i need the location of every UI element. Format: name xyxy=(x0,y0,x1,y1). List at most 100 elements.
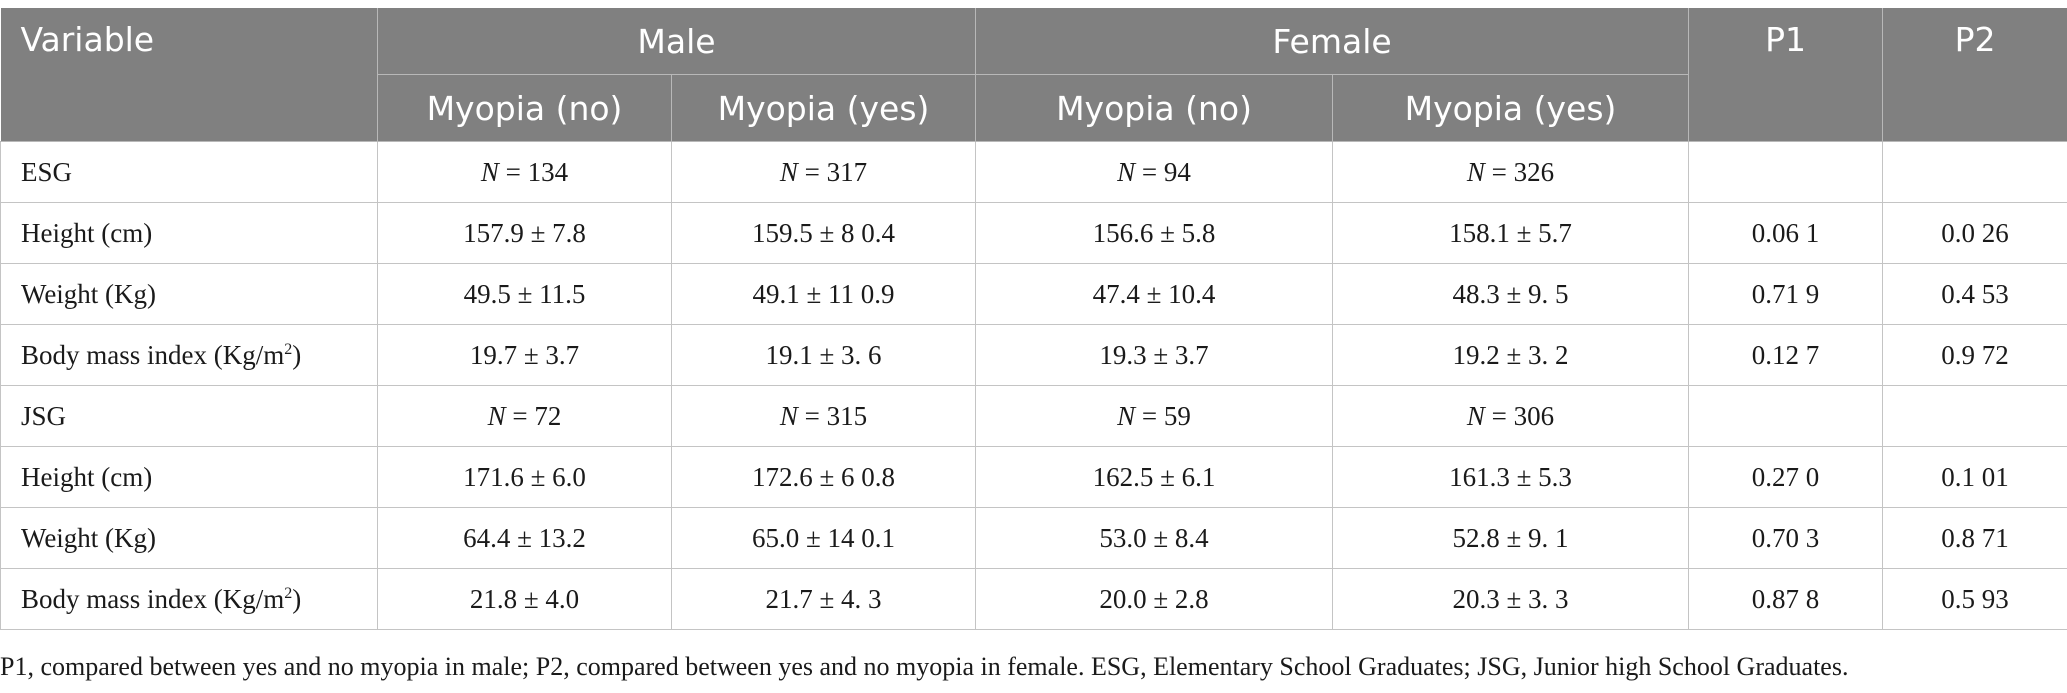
value-cell: 49.5 ± 11.5 xyxy=(377,263,672,325)
p-value-cell: 0.71 9 xyxy=(1688,263,1884,325)
row-label-text: Body mass index (Kg/m xyxy=(21,583,285,614)
row-label: JSG xyxy=(0,385,378,447)
row-label: Weight (Kg) xyxy=(0,263,378,325)
value-cell: 156.6 ± 5.8 xyxy=(975,202,1334,264)
p-value-cell: 0.06 1 xyxy=(1688,202,1884,264)
header-male-myopia-no: Myopia (no) xyxy=(377,74,672,142)
table-row: Weight (Kg) 64.4 ± 13.2 65.0 ± 14 0.1 53.0 … xyxy=(0,507,2067,569)
header-female-myopia-yes: Myopia (yes) xyxy=(1332,74,1690,142)
n-equals: = xyxy=(498,156,528,187)
row-label-text: ESG xyxy=(21,156,73,187)
table-row: Height (cm) 157.9 ± 7.8 159.5 ± 8 0.4 156.6… xyxy=(0,202,2067,264)
row-label-text: Weight (Kg) xyxy=(21,522,157,553)
n-value: 59 xyxy=(1163,400,1191,431)
n-symbol: N xyxy=(1117,156,1136,187)
n-equals: = xyxy=(1135,156,1164,187)
value-cell: 157.9 ± 7.8 xyxy=(377,202,672,264)
header-variable: Variable xyxy=(0,8,378,142)
value-cell: 161.3 ± 5.3 xyxy=(1332,446,1690,508)
value-cell: 19.1 ± 3. 6 xyxy=(670,324,977,386)
row-label: Height (cm) xyxy=(0,202,378,264)
value-cell: 20.0 ± 2.8 xyxy=(975,568,1334,630)
n-value: 317 xyxy=(826,156,868,187)
n-equals: = xyxy=(1484,156,1514,187)
empty-cell xyxy=(1688,385,1884,447)
n-symbol: N xyxy=(487,400,506,431)
sample-size-cell: N = 59 xyxy=(975,385,1334,447)
n-value: 326 xyxy=(1513,156,1555,187)
n-value: 72 xyxy=(534,400,562,431)
table-row: Weight (Kg) 49.5 ± 11.5 49.1 ± 11 0.9 47.4 … xyxy=(0,263,2067,325)
p-value-cell: 0.87 8 xyxy=(1688,568,1884,630)
value-cell: 21.8 ± 4.0 xyxy=(377,568,672,630)
sample-size-cell: N = 326 xyxy=(1332,141,1690,203)
row-label-close: ) xyxy=(292,583,302,614)
data-table-container: Variable Male Female P1 P2 Myopia (no) M… xyxy=(0,8,2067,630)
n-symbol: N xyxy=(1466,156,1485,187)
row-label: ESG xyxy=(0,141,378,203)
p-value-cell: 0.8 71 xyxy=(1882,507,2067,569)
n-equals: = xyxy=(1484,400,1514,431)
header-male: Male xyxy=(377,8,977,75)
sample-size-cell: N = 94 xyxy=(975,141,1334,203)
empty-cell xyxy=(1882,385,2067,447)
empty-cell xyxy=(1688,141,1884,203)
value-cell: 21.7 ± 4. 3 xyxy=(670,568,977,630)
p-value-cell: 0.70 3 xyxy=(1688,507,1884,569)
n-equals: = xyxy=(505,400,535,431)
myopia-table: Variable Male Female P1 P2 Myopia (no) M… xyxy=(0,8,2067,630)
n-value: 306 xyxy=(1513,400,1555,431)
p-value-cell: 0.0 26 xyxy=(1882,202,2067,264)
p-value-cell: 0.27 0 xyxy=(1688,446,1884,508)
row-label-text: JSG xyxy=(21,400,67,431)
row-label-text: Height (cm) xyxy=(21,217,153,248)
p-value-cell: 0.5 93 xyxy=(1882,568,2067,630)
p-value-cell: 0.4 53 xyxy=(1882,263,2067,325)
sample-size-cell: N = 134 xyxy=(377,141,672,203)
table-row: ESG N = 134 N = 317 N = 94 N = 326 xyxy=(0,141,2067,203)
table-row: Body mass index (Kg/m2) 19.7 ± 3.7 19.1 ± … xyxy=(0,324,2067,386)
n-symbol: N xyxy=(1466,400,1485,431)
n-value: 134 xyxy=(527,156,569,187)
row-label: Weight (Kg) xyxy=(0,507,378,569)
value-cell: 19.2 ± 3. 2 xyxy=(1332,324,1690,386)
row-label-text: Body mass index (Kg/m xyxy=(21,339,285,370)
row-label: Body mass index (Kg/m2) xyxy=(0,568,378,630)
table-row: Body mass index (Kg/m2) 21.8 ± 4.0 21.7 ± … xyxy=(0,568,2067,630)
superscript: 2 xyxy=(284,340,293,358)
n-value: 94 xyxy=(1163,156,1191,187)
n-symbol: N xyxy=(1117,400,1136,431)
n-equals: = xyxy=(797,156,827,187)
value-cell: 48.3 ± 9. 5 xyxy=(1332,263,1690,325)
value-cell: 65.0 ± 14 0.1 xyxy=(670,507,977,569)
value-cell: 158.1 ± 5.7 xyxy=(1332,202,1690,264)
n-value: 315 xyxy=(826,400,868,431)
header-p2: P2 xyxy=(1882,8,2067,142)
value-cell: 64.4 ± 13.2 xyxy=(377,507,672,569)
row-label: Body mass index (Kg/m2) xyxy=(0,324,378,386)
value-cell: 19.3 ± 3.7 xyxy=(975,324,1334,386)
value-cell: 172.6 ± 6 0.8 xyxy=(670,446,977,508)
value-cell: 159.5 ± 8 0.4 xyxy=(670,202,977,264)
row-label-close: ) xyxy=(292,339,302,370)
n-equals: = xyxy=(1135,400,1164,431)
n-symbol: N xyxy=(779,156,798,187)
sample-size-cell: N = 306 xyxy=(1332,385,1690,447)
superscript: 2 xyxy=(284,584,293,602)
header-female: Female xyxy=(975,8,1690,75)
row-label-text: Weight (Kg) xyxy=(21,278,157,309)
value-cell: 19.7 ± 3.7 xyxy=(377,324,672,386)
header-male-myopia-yes: Myopia (yes) xyxy=(671,74,977,142)
sample-size-cell: N = 317 xyxy=(670,141,977,203)
empty-cell xyxy=(1882,141,2067,203)
header-p1: P1 xyxy=(1688,8,1884,142)
table-footnote: P1, compared between yes and no myopia i… xyxy=(0,652,1849,681)
sample-size-cell: N = 315 xyxy=(670,385,977,447)
table-row: Height (cm) 171.6 ± 6.0 172.6 ± 6 0.8 162.5… xyxy=(0,446,2067,508)
value-cell: 52.8 ± 9. 1 xyxy=(1332,507,1690,569)
n-symbol: N xyxy=(779,400,798,431)
p-value-cell: 0.1 01 xyxy=(1882,446,2067,508)
table-body: ESG N = 134 N = 317 N = 94 N = 326 Height (cm… xyxy=(0,141,2067,630)
value-cell: 47.4 ± 10.4 xyxy=(975,263,1334,325)
p-value-cell: 0.9 72 xyxy=(1882,324,2067,386)
